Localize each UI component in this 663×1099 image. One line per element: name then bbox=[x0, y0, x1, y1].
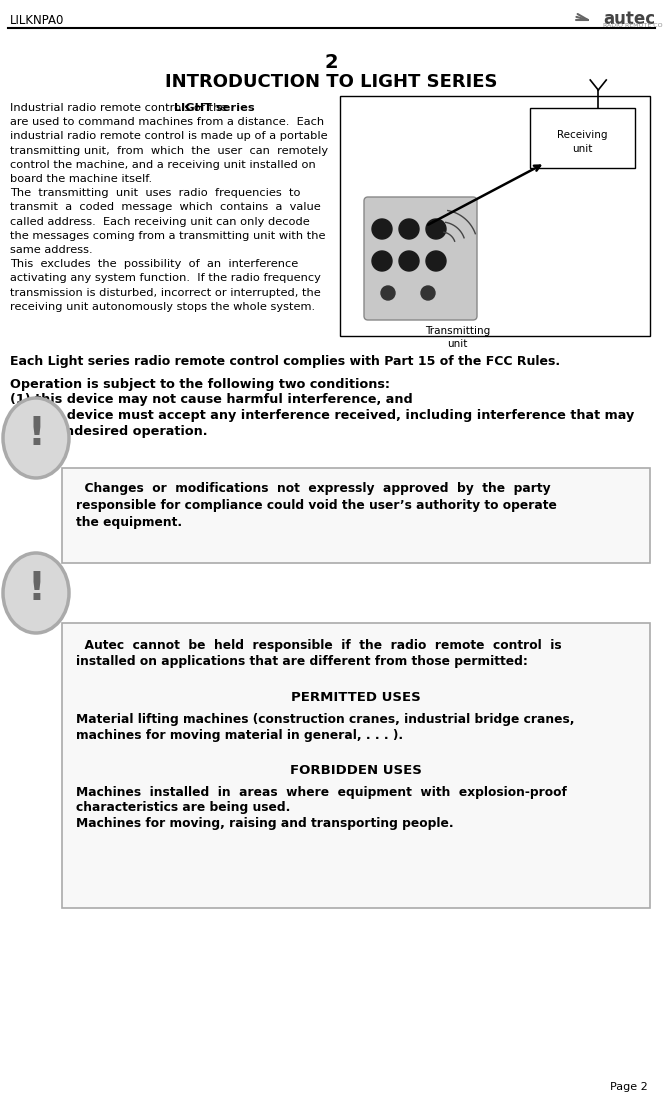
Text: Machines  installed  in  areas  where  equipment  with  explosion-proof: Machines installed in areas where equipm… bbox=[76, 786, 567, 799]
Text: LILKNPA0: LILKNPA0 bbox=[10, 14, 64, 27]
Ellipse shape bbox=[3, 553, 69, 633]
Text: Operation is subject to the following two conditions:: Operation is subject to the following tw… bbox=[10, 378, 390, 391]
Circle shape bbox=[399, 219, 419, 238]
Text: Page 2: Page 2 bbox=[610, 1083, 648, 1092]
Text: cause undesired operation.: cause undesired operation. bbox=[10, 424, 208, 437]
Text: Autec  cannot  be  held  responsible  if  the  radio  remote  control  is: Autec cannot be held responsible if the … bbox=[76, 639, 562, 652]
Text: Receiving
unit: Receiving unit bbox=[557, 131, 608, 154]
Text: (1) this device may not cause harmful interference, and: (1) this device may not cause harmful in… bbox=[10, 393, 413, 407]
Circle shape bbox=[421, 286, 435, 300]
Text: Changes  or  modifications  not  expressly  approved  by  the  party: Changes or modifications not expressly a… bbox=[76, 482, 551, 495]
Text: activating any system function.  If the radio frequency: activating any system function. If the r… bbox=[10, 274, 321, 284]
Text: Industrial radio remote controls of the: Industrial radio remote controls of the bbox=[10, 103, 231, 113]
Bar bbox=[340, 96, 650, 336]
Text: characteristics are being used.: characteristics are being used. bbox=[76, 801, 290, 814]
Text: installed on applications that are different from those permitted:: installed on applications that are diffe… bbox=[76, 655, 528, 668]
Text: LIGHT series: LIGHT series bbox=[174, 103, 255, 113]
Text: board the machine itself.: board the machine itself. bbox=[10, 174, 152, 184]
Text: industrial radio remote control is made up of a portable: industrial radio remote control is made … bbox=[10, 132, 328, 142]
Text: Each Light series radio remote control complies with Part 15 of the FCC Rules.: Each Light series radio remote control c… bbox=[10, 355, 560, 368]
Text: are used to command machines from a distance.  Each: are used to command machines from a dist… bbox=[10, 118, 324, 127]
Text: responsible for compliance could void the user’s authority to operate: responsible for compliance could void th… bbox=[76, 499, 557, 512]
Text: the messages coming from a transmitting unit with the: the messages coming from a transmitting … bbox=[10, 231, 326, 241]
Text: Machines for moving, raising and transporting people.: Machines for moving, raising and transpo… bbox=[76, 817, 453, 830]
Text: Material lifting machines (construction cranes, industrial bridge cranes,: Material lifting machines (construction … bbox=[76, 713, 575, 726]
Text: RADIO REMOTE CONTROL: RADIO REMOTE CONTROL bbox=[603, 23, 663, 27]
Text: the equipment.: the equipment. bbox=[76, 517, 182, 529]
Circle shape bbox=[372, 251, 392, 271]
Circle shape bbox=[399, 251, 419, 271]
Text: This  excludes  the  possibility  of  an  interference: This excludes the possibility of an inte… bbox=[10, 259, 298, 269]
Bar bbox=[530, 108, 635, 168]
Text: control the machine, and a receiving unit installed on: control the machine, and a receiving uni… bbox=[10, 159, 316, 170]
Text: The  transmitting  unit  uses  radio  frequencies  to: The transmitting unit uses radio frequen… bbox=[10, 188, 300, 198]
Text: transmission is disturbed, incorrect or interrupted, the: transmission is disturbed, incorrect or … bbox=[10, 288, 321, 298]
Text: !: ! bbox=[27, 415, 45, 453]
Bar bbox=[62, 623, 650, 908]
Text: machines for moving material in general, . . . ).: machines for moving material in general,… bbox=[76, 729, 403, 742]
Circle shape bbox=[381, 286, 395, 300]
Text: PERMITTED USES: PERMITTED USES bbox=[291, 691, 421, 704]
Text: autec: autec bbox=[603, 10, 655, 27]
Text: !: ! bbox=[27, 570, 45, 608]
Text: called address.  Each receiving unit can only decode: called address. Each receiving unit can … bbox=[10, 217, 310, 226]
Text: FORBIDDEN USES: FORBIDDEN USES bbox=[290, 764, 422, 777]
FancyBboxPatch shape bbox=[364, 197, 477, 320]
Text: receiving unit autonomously stops the whole system.: receiving unit autonomously stops the wh… bbox=[10, 302, 315, 312]
Text: INTRODUCTION TO LIGHT SERIES: INTRODUCTION TO LIGHT SERIES bbox=[164, 73, 497, 91]
Circle shape bbox=[426, 251, 446, 271]
Ellipse shape bbox=[3, 398, 69, 478]
Text: transmit  a  coded  message  which  contains  a  value: transmit a coded message which contains … bbox=[10, 202, 321, 212]
Text: 2: 2 bbox=[324, 53, 338, 73]
Text: same address.: same address. bbox=[10, 245, 93, 255]
Bar bbox=[62, 468, 650, 563]
Text: (2) this device must accept any interference received, including interference th: (2) this device must accept any interfer… bbox=[10, 409, 634, 422]
Circle shape bbox=[372, 219, 392, 238]
Text: transmitting unit,  from  which  the  user  can  remotely: transmitting unit, from which the user c… bbox=[10, 145, 328, 156]
Text: Transmitting
unit: Transmitting unit bbox=[425, 326, 491, 349]
Circle shape bbox=[426, 219, 446, 238]
